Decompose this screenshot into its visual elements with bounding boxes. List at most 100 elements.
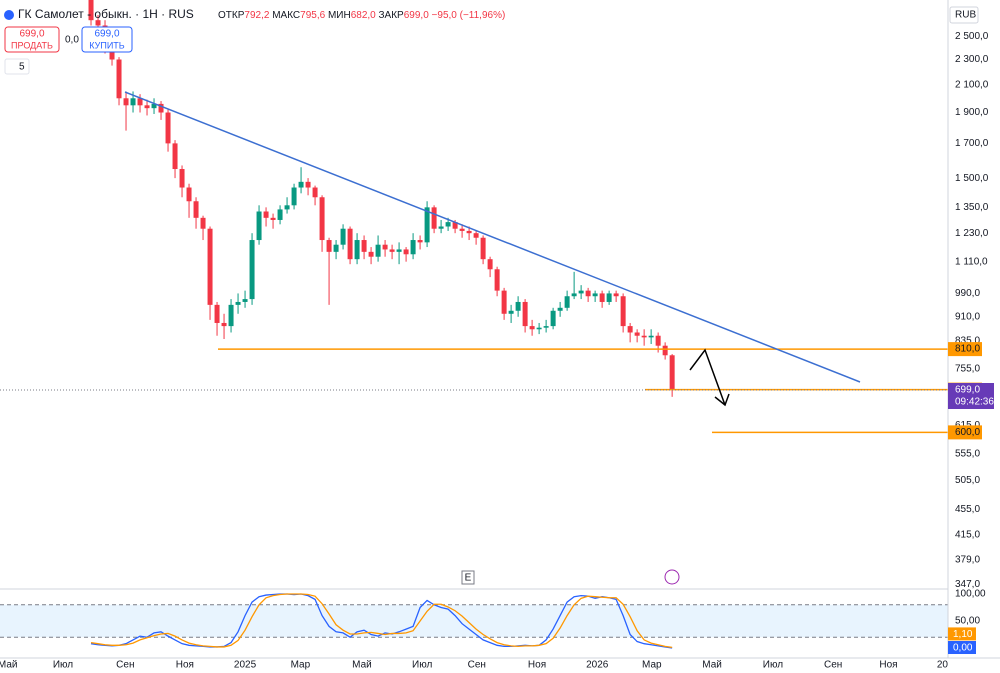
interval: 5 — [19, 62, 25, 73]
candle-body — [270, 217, 276, 220]
candle-body — [452, 222, 458, 229]
osc-tag — [948, 627, 976, 641]
y-tick-label: 2 100,0 — [955, 79, 989, 90]
candle-body — [123, 98, 129, 106]
candle-body — [466, 230, 472, 234]
candle-body — [487, 259, 493, 270]
x-tick-label: Мар — [642, 660, 662, 671]
candle-body — [347, 228, 353, 260]
osc-last-label: 0,00 — [953, 643, 973, 654]
axes: 2 500,0 2 300,0 2 100,0 1 900,0 1 700,0 1 500… — [0, 31, 994, 671]
candle-body — [235, 301, 241, 305]
candle-body — [326, 240, 332, 252]
events-label: E — [465, 573, 472, 584]
osc-line — [90, 593, 673, 649]
value: 699,0 — [404, 10, 429, 21]
arrow — [689, 348, 726, 406]
candle-body — [641, 335, 647, 338]
level-tag — [948, 342, 982, 357]
y-tick-label: 1 700,0 — [955, 138, 989, 149]
events-icon[interactable] — [461, 570, 475, 585]
candle-body — [319, 197, 325, 241]
oscillator-pane — [0, 593, 948, 649]
candle-body — [648, 335, 654, 338]
osc-tick-label: 100,00 — [955, 589, 986, 600]
x-tick-label: Ноя — [176, 660, 194, 671]
candle-body — [585, 290, 591, 297]
label: МИН — [328, 10, 351, 21]
candle-body — [368, 251, 374, 257]
candle-body — [515, 301, 521, 311]
x-tick-label: Июл — [763, 660, 783, 671]
candle-body — [158, 103, 164, 113]
candle-body — [137, 98, 143, 106]
candle-body — [249, 240, 255, 300]
level-label: 810,0 — [955, 344, 980, 355]
candle-body — [445, 222, 451, 227]
buy-button[interactable] — [81, 26, 133, 53]
value: 795,6 — [300, 10, 325, 21]
y-tick-label: 555,0 — [955, 449, 980, 460]
value: 792,2 — [244, 10, 269, 21]
candle-body — [151, 103, 157, 109]
candle-body — [193, 201, 199, 218]
sell-price: 699,0 — [19, 29, 44, 40]
y-tick-label: 505,0 — [955, 475, 980, 486]
label: ОТКР — [218, 10, 245, 21]
candle-body — [298, 181, 304, 188]
candle-body — [669, 355, 675, 391]
candle-body — [396, 249, 402, 252]
buy-label: КУПИТЬ — [89, 40, 124, 50]
y-tick-label: 379,0 — [955, 555, 980, 566]
candle-body — [144, 105, 150, 109]
label: ЗАКР — [379, 10, 405, 21]
level-tag — [948, 425, 982, 440]
osc-last-label: 1,10 — [953, 629, 973, 640]
candle-body — [410, 240, 416, 255]
current-price-label: 699,0 — [955, 385, 980, 396]
currency-button[interactable] — [949, 6, 979, 24]
level-label: 600,0 — [955, 427, 980, 438]
candle-body — [431, 207, 437, 229]
x-tick-label: Июл — [53, 660, 73, 671]
candle-body — [88, 0, 94, 21]
lightning-icon[interactable] — [664, 569, 680, 585]
trend-line — [124, 91, 861, 383]
candle-body — [228, 304, 234, 327]
candle-body — [186, 187, 192, 202]
candle-body — [354, 240, 360, 260]
x-tick-label: 20 — [937, 660, 949, 671]
sell-button[interactable] — [4, 26, 60, 53]
candle-body — [613, 293, 619, 297]
candle-body — [130, 98, 136, 106]
candle-body — [508, 310, 514, 314]
candle-body — [571, 293, 577, 297]
candle-body — [599, 293, 605, 302]
candle-body — [550, 310, 556, 327]
change: −95,0 (−11,96%) — [432, 10, 506, 21]
candle-body — [662, 345, 668, 356]
candle-body — [179, 169, 185, 188]
candle-body — [165, 112, 171, 144]
osc-tick-label: 50,00 — [955, 616, 980, 627]
candle-body — [375, 244, 381, 257]
y-tick-label: 2 300,0 — [955, 54, 989, 65]
candle-body — [480, 237, 486, 260]
candle-body — [543, 326, 549, 328]
x-tick-label: Ноя — [528, 660, 546, 671]
label: МАКС — [272, 10, 300, 21]
candle-body — [389, 249, 395, 252]
candle-body — [95, 20, 101, 26]
candle-body — [578, 290, 584, 294]
x-tick-label: Май — [352, 660, 372, 671]
y-tick-label: 1 110,0 — [955, 256, 988, 267]
candle-body — [438, 226, 444, 229]
interval-button[interactable] — [4, 58, 30, 75]
symbol: ГК Самолет - обыкн. · 1Н · RUS — [18, 7, 194, 21]
candle-body — [417, 240, 423, 243]
osc-tag — [948, 641, 976, 655]
candle-body — [312, 187, 318, 198]
candle-body — [277, 209, 283, 220]
x-tick-label: Ноя — [879, 660, 897, 671]
